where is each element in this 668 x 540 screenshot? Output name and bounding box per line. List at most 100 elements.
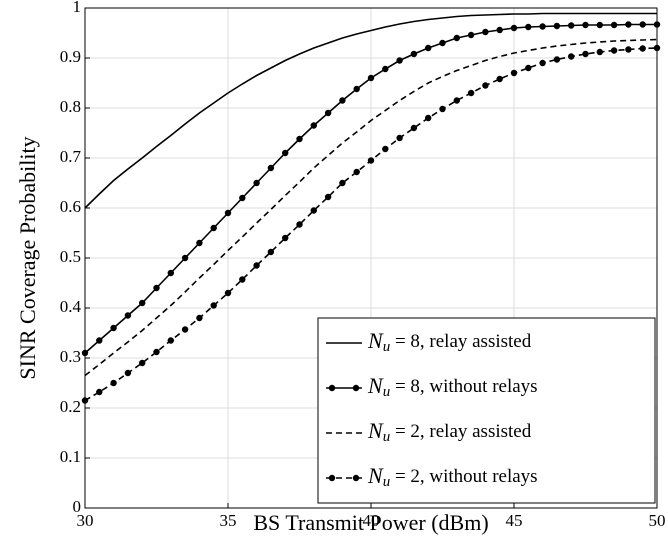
series-marker <box>482 28 489 36</box>
series-marker <box>339 179 346 187</box>
series-marker <box>296 135 303 143</box>
series-marker <box>224 209 232 217</box>
series-marker <box>253 179 260 187</box>
series-marker <box>610 47 618 54</box>
series-marker <box>367 157 375 164</box>
y-tick-label: 0.2 <box>60 397 81 416</box>
y-tick-label: 0 <box>73 497 82 516</box>
series-marker <box>167 269 174 277</box>
series-marker <box>568 53 575 60</box>
x-tick-label: 50 <box>649 511 666 530</box>
series-marker <box>153 284 160 292</box>
series-marker <box>139 299 146 307</box>
series-marker <box>124 312 132 319</box>
y-tick-label: 0.3 <box>60 347 81 366</box>
series-marker <box>310 207 317 214</box>
series-marker <box>324 193 332 201</box>
series-marker <box>439 39 446 47</box>
series-marker <box>639 45 646 52</box>
series-marker <box>639 21 646 28</box>
x-tick-label: 30 <box>77 511 94 530</box>
series-marker <box>353 168 360 176</box>
plot-frame <box>84 7 658 509</box>
series-marker <box>410 50 418 58</box>
series-marker <box>425 44 432 52</box>
series-marker <box>167 337 174 344</box>
series-marker <box>425 114 432 122</box>
series-marker <box>210 224 217 232</box>
series-marker <box>267 248 275 256</box>
legend-text: Nu = 2, relay assisted <box>367 418 532 445</box>
legend-marker <box>352 474 360 482</box>
series-marker <box>353 85 360 93</box>
y-tick-label: 0.5 <box>60 247 81 266</box>
series-marker <box>282 149 289 157</box>
legend-marker <box>328 384 336 392</box>
series-marker <box>610 21 618 29</box>
series-marker <box>181 254 189 262</box>
series-marker <box>196 239 203 247</box>
series-marker <box>239 276 246 283</box>
series-marker <box>81 349 89 357</box>
series-marker <box>453 97 460 104</box>
legend-marker <box>352 384 360 392</box>
series-marker <box>496 26 503 34</box>
series-marker <box>510 24 518 32</box>
series-marker <box>582 21 589 29</box>
series-marker <box>139 359 146 367</box>
series-marker <box>96 337 103 344</box>
series-marker <box>124 369 132 377</box>
series-marker <box>453 34 460 42</box>
x-tick-label: 40 <box>363 511 380 530</box>
series-marker <box>596 21 603 29</box>
series-marker <box>253 262 260 269</box>
series-marker <box>396 134 403 142</box>
series-marker <box>496 75 503 83</box>
series-marker <box>653 44 661 52</box>
series-marker <box>210 302 217 309</box>
y-tick-label: 0.8 <box>60 97 81 116</box>
series-marker <box>382 65 389 73</box>
legend-text: Nu = 8, without relays <box>367 373 538 400</box>
legend-text: Nu = 2, without relays <box>367 463 538 490</box>
legend-text: Nu = 8, relay assisted <box>367 328 532 355</box>
series-line <box>84 38 658 377</box>
x-tick-label: 35 <box>220 511 237 530</box>
series-marker <box>310 122 317 129</box>
series-marker <box>382 145 389 153</box>
y-tick-label: 0.4 <box>60 297 82 316</box>
series-marker <box>482 82 489 89</box>
y-tick-label: 0.1 <box>60 447 81 466</box>
y-tick-label: 0.9 <box>60 47 81 66</box>
series-marker <box>267 164 275 172</box>
series-marker <box>539 23 546 30</box>
series-marker <box>339 97 346 104</box>
x-tick-label: 45 <box>506 511 523 530</box>
series-marker <box>439 105 446 113</box>
series-marker <box>568 22 575 29</box>
series-marker <box>410 124 418 132</box>
y-tick-label: 1 <box>73 0 82 16</box>
series-marker <box>81 397 89 404</box>
series-marker <box>324 109 332 117</box>
series-marker <box>181 326 189 333</box>
series-marker <box>582 50 589 58</box>
series-marker <box>367 74 375 82</box>
series-marker <box>625 21 632 28</box>
series-marker <box>525 23 532 31</box>
legend-box <box>317 317 656 504</box>
series-marker <box>510 69 518 77</box>
series-marker <box>525 64 532 72</box>
series-marker <box>153 348 160 356</box>
series-line <box>84 12 657 209</box>
y-tick-label: 0.7 <box>60 147 82 166</box>
series-marker <box>553 22 561 30</box>
series-marker <box>196 314 203 322</box>
series-marker <box>467 31 475 39</box>
series-marker <box>110 324 117 332</box>
series-marker <box>110 379 117 387</box>
x-axis-title: BS Transmit Power (dBm) <box>253 510 488 535</box>
y-axis-title: SINR Coverage Probability <box>15 136 40 379</box>
series-marker <box>653 21 661 28</box>
